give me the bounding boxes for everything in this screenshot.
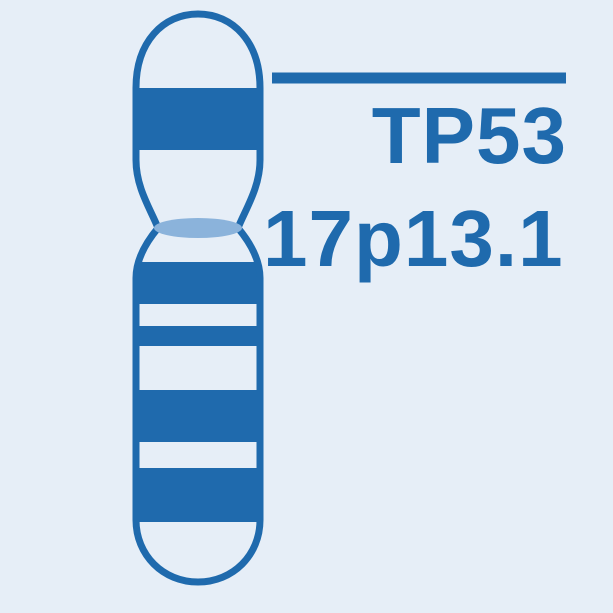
band-q-dark-4 (136, 468, 260, 522)
p-arm-outline-left (132, 88, 162, 230)
q-arm-outline (132, 225, 264, 586)
band-q-dark-3 (136, 390, 260, 442)
band-p-dark (136, 88, 260, 150)
p-arm-outline-right (132, 10, 264, 230)
band-q-dark-1 (136, 262, 260, 304)
gene-symbol-label: TP53 (371, 91, 567, 180)
band-q-dark-2 (136, 326, 260, 346)
p-arm-bands (136, 88, 260, 150)
centromere (154, 218, 242, 238)
q-arm-bands (136, 262, 260, 522)
cytoband-locus-label: 17p13.1 (263, 194, 564, 283)
